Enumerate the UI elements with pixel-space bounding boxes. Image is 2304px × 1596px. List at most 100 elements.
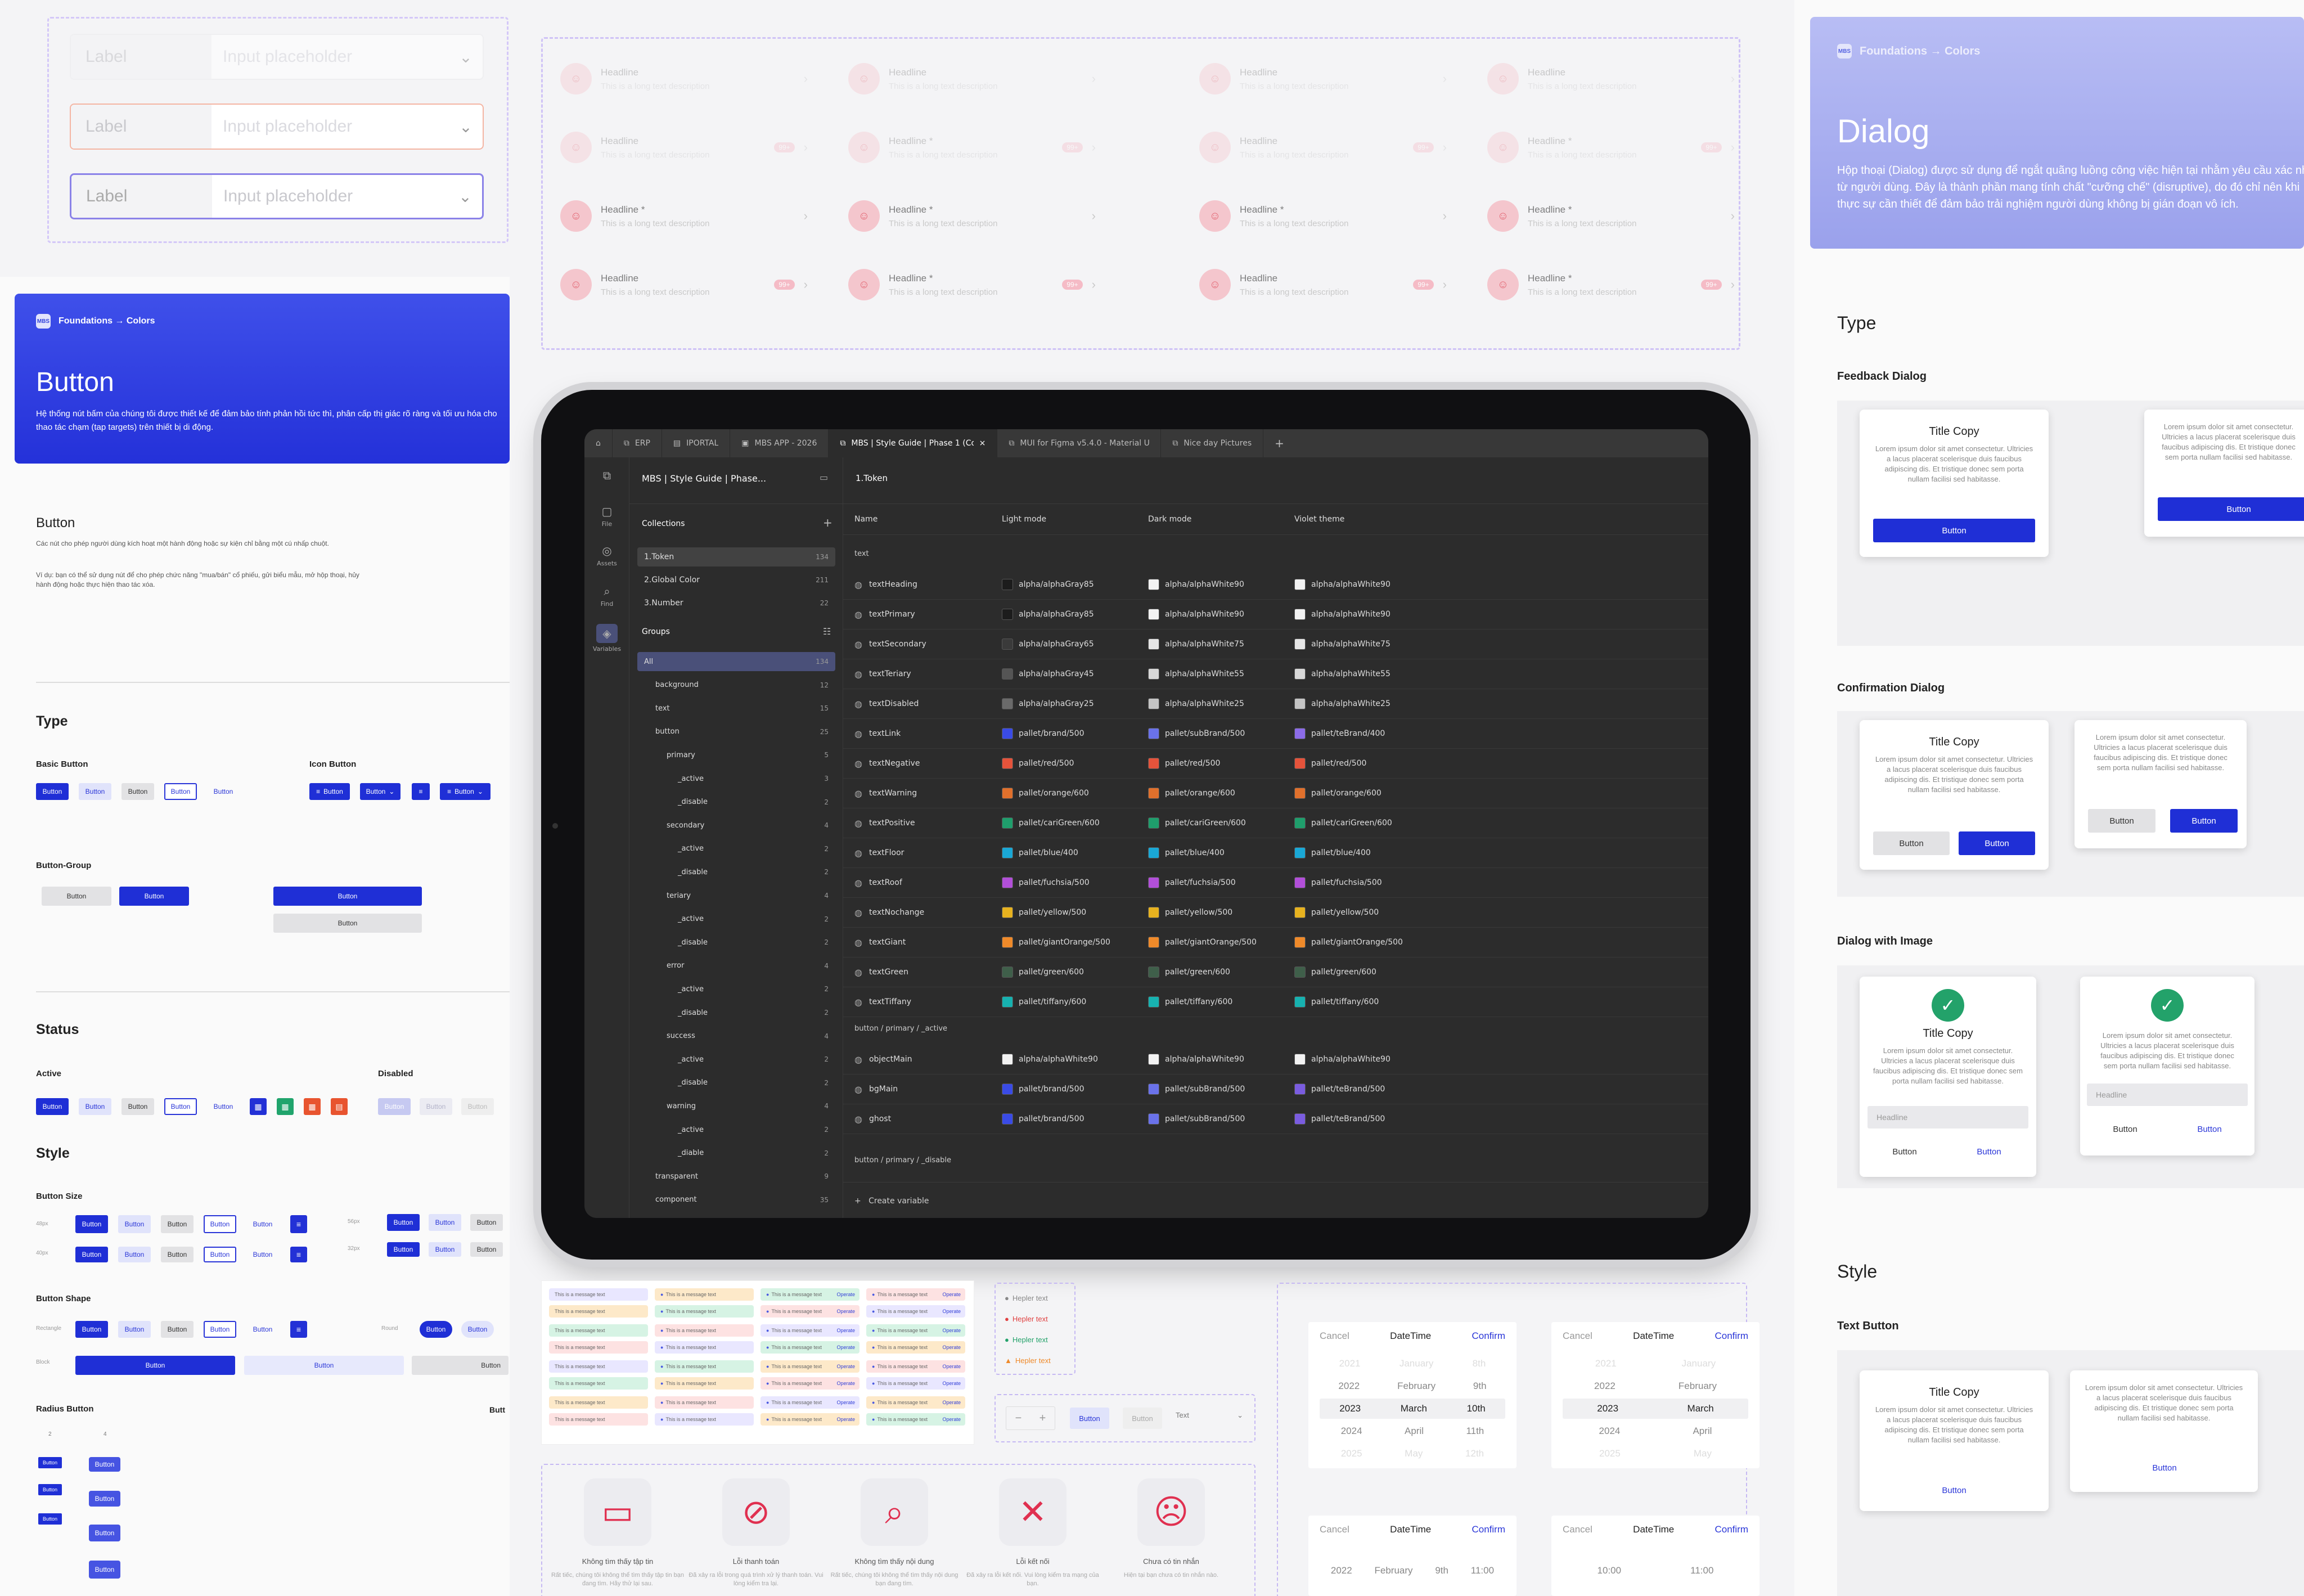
- group-item[interactable]: _active 2: [637, 839, 835, 858]
- picker-row[interactable]: 2021 January 8th: [1320, 1354, 1505, 1374]
- toast-message[interactable]: ● This is a message text Operate: [760, 1341, 860, 1354]
- variable-value-cell[interactable]: pallet/green/600: [1294, 966, 1376, 978]
- variable-row[interactable]: ◍ textFloor pallet/blue/400 pallet/blue/400…: [843, 838, 1708, 868]
- group-item[interactable]: warning 4: [637, 1096, 835, 1116]
- variable-value-cell[interactable]: pallet/red/500: [1294, 758, 1366, 769]
- picker-cancel-button[interactable]: Cancel: [1563, 1330, 1592, 1341]
- size-56-tertiary[interactable]: Button: [470, 1214, 503, 1231]
- group-item[interactable]: _disable 2: [637, 1073, 835, 1093]
- group-item[interactable]: _disable 2: [637, 793, 835, 812]
- variable-value-cell[interactable]: pallet/blue/400: [1148, 847, 1225, 858]
- variable-row[interactable]: ◍ textNegative pallet/red/500 pallet/red/50…: [843, 749, 1708, 779]
- list-item[interactable]: ☺ Headline This is a long text description…: [1487, 63, 1735, 95]
- file-tab[interactable]: ⧉ MBS | Style Guide | Phase 1 (Cop ×: [829, 429, 998, 457]
- variable-value-cell[interactable]: pallet/teBrand/500: [1294, 1113, 1385, 1125]
- shape-round-secondary[interactable]: Button: [461, 1321, 494, 1338]
- variable-value-cell[interactable]: alpha/alphaWhite75: [1294, 639, 1390, 650]
- variable-row[interactable]: ◍ textSecondary alpha/alphaGray65 alpha/alp…: [843, 630, 1708, 659]
- stepper-side-button[interactable]: Button: [1070, 1408, 1109, 1429]
- picker-row[interactable]: 10:00 11:00: [1563, 1561, 1748, 1581]
- toast-message[interactable]: ● This is a message text Operate: [866, 1396, 965, 1409]
- toast-action[interactable]: Operate: [942, 1400, 961, 1405]
- list-item[interactable]: ☺ Headline * This is a long text descripti…: [848, 132, 1096, 163]
- dialog-text-button[interactable]: Button: [2152, 1463, 2177, 1473]
- toast-message[interactable]: ● This is a message text: [655, 1360, 754, 1373]
- variable-value-cell[interactable]: alpha/alphaWhite25: [1148, 698, 1244, 709]
- variable-row[interactable]: ◍ textPrimary alpha/alphaGray85 alpha/alpha…: [843, 600, 1708, 630]
- shape-round-primary[interactable]: Button: [420, 1321, 452, 1338]
- list-item[interactable]: ☺ Headline * This is a long text descripti…: [848, 200, 1096, 232]
- size-56-primary[interactable]: Button: [387, 1214, 420, 1231]
- toast-action[interactable]: Operate: [836, 1345, 855, 1350]
- variable-row[interactable]: ◍ textNochange pallet/yellow/500 pallet/yel…: [843, 898, 1708, 928]
- dialog-confirm-button[interactable]: Button: [1959, 831, 2035, 855]
- variable-value-cell[interactable]: alpha/alphaGray85: [1002, 609, 1094, 620]
- toast-message[interactable]: ● This is a message text Operate: [760, 1377, 860, 1390]
- variable-row[interactable]: ◍ ghost pallet/brand/500 pallet/subBrand/50…: [843, 1104, 1708, 1134]
- block-secondary-button[interactable]: Button: [244, 1356, 404, 1375]
- group-item[interactable]: background 12: [637, 676, 835, 695]
- variable-row[interactable]: ◍ textRoof pallet/fuchsia/500 pallet/fuchsi…: [843, 868, 1708, 898]
- variable-value-cell[interactable]: pallet/fuchsia/500: [1002, 877, 1090, 888]
- toast-message[interactable]: ● This is a message text Operate: [760, 1396, 860, 1409]
- dialog-cancel-button[interactable]: Button: [2088, 809, 2156, 833]
- list-item[interactable]: ☺ Headline * This is a long text descripti…: [848, 269, 1096, 300]
- variable-value-cell[interactable]: pallet/giantOrange/500: [1294, 937, 1403, 948]
- outline-button[interactable]: Button: [164, 783, 197, 800]
- variable-row[interactable]: ◍ textGreen pallet/green/600 pallet/green/6…: [843, 957, 1708, 987]
- size-56-secondary[interactable]: Button: [429, 1214, 461, 1231]
- variable-value-cell[interactable]: pallet/tiffany/600: [1148, 996, 1232, 1008]
- group-button-primary-stacked[interactable]: Button: [273, 887, 422, 906]
- toast-message[interactable]: ● This is a message text Operate: [760, 1288, 860, 1301]
- variable-value-cell[interactable]: alpha/alphaWhite25: [1294, 698, 1390, 709]
- dialog-input-field[interactable]: Headline: [1868, 1106, 2028, 1129]
- figma-logo-icon[interactable]: ⧉: [602, 469, 611, 482]
- dialog-text-button[interactable]: Button: [1942, 1485, 1966, 1495]
- list-item[interactable]: ☺ Headline * This is a long text descripti…: [1487, 200, 1735, 232]
- variable-value-cell[interactable]: pallet/tiffany/600: [1002, 996, 1086, 1008]
- close-icon[interactable]: ×: [979, 439, 986, 448]
- variable-row[interactable]: ◍ textPositive pallet/cariGreen/600 pallet/…: [843, 808, 1708, 838]
- picker-confirm-button[interactable]: Confirm: [1714, 1524, 1748, 1535]
- variable-value-cell[interactable]: pallet/brand/500: [1002, 728, 1084, 739]
- variable-row[interactable]: ◍ textHeading alpha/alphaGray85 alpha/alpha…: [843, 570, 1708, 600]
- toast-action[interactable]: Operate: [942, 1309, 961, 1314]
- variable-value-cell[interactable]: pallet/subBrand/500: [1148, 1084, 1245, 1095]
- variable-value-cell[interactable]: alpha/alphaGray85: [1002, 579, 1094, 590]
- collection-item[interactable]: 1.Token 134: [637, 547, 835, 567]
- picker-cancel-button[interactable]: Cancel: [1563, 1524, 1592, 1535]
- list-item[interactable]: ☺ Headline * This is a long text descripti…: [1199, 200, 1447, 232]
- variable-value-cell[interactable]: pallet/orange/600: [1002, 788, 1089, 799]
- shape-rect-outline[interactable]: Button: [204, 1321, 236, 1338]
- dialog-cancel-button[interactable]: Button: [1873, 831, 1950, 855]
- file-tab[interactable]: ⧉ Nice day Pictures: [1161, 429, 1264, 457]
- group-button-tertiary[interactable]: Button: [42, 887, 111, 906]
- group-item[interactable]: success 4: [637, 1027, 835, 1046]
- picker-confirm-button[interactable]: Confirm: [1472, 1330, 1505, 1341]
- variable-value-cell[interactable]: pallet/orange/600: [1148, 788, 1235, 799]
- shape-rect-text[interactable]: Button: [253, 1325, 273, 1333]
- list-item[interactable]: ☺ Headline * This is a long text descripti…: [560, 200, 808, 232]
- variable-value-cell[interactable]: alpha/alphaGray25: [1002, 698, 1094, 709]
- picker-confirm-button[interactable]: Confirm: [1472, 1524, 1505, 1535]
- group-item[interactable]: _active 2: [637, 1050, 835, 1069]
- variable-value-cell[interactable]: pallet/yellow/500: [1002, 907, 1086, 918]
- dialog-primary-button[interactable]: Button: [1873, 519, 2035, 542]
- text-button[interactable]: Button: [213, 788, 233, 795]
- group-item[interactable]: _disable 2: [637, 1003, 835, 1022]
- toast-action[interactable]: Operate: [942, 1345, 961, 1350]
- radius-2-small-button[interactable]: Button: [38, 1484, 62, 1495]
- variable-value-cell[interactable]: pallet/green/600: [1002, 966, 1084, 978]
- variable-value-cell[interactable]: pallet/subBrand/500: [1148, 728, 1245, 739]
- variable-value-cell[interactable]: pallet/cariGreen/600: [1002, 817, 1100, 829]
- variable-value-cell[interactable]: pallet/brand/500: [1002, 1084, 1084, 1095]
- variable-value-cell[interactable]: pallet/green/600: [1148, 966, 1230, 978]
- toast-message[interactable]: ● This is a message text Operate: [760, 1360, 860, 1373]
- grid-icon[interactable]: ▦: [277, 1098, 294, 1115]
- radius-2-small-button[interactable]: Button: [38, 1457, 62, 1468]
- picker-row[interactable]: 2024 April: [1563, 1421, 1748, 1441]
- variable-value-cell[interactable]: alpha/alphaWhite90: [1148, 579, 1244, 590]
- breadcrumb[interactable]: MBS Foundations → Colors: [36, 314, 155, 329]
- icon-right-button[interactable]: Button ⌄: [360, 783, 400, 800]
- list-item[interactable]: ☺ Headline This is a long text description…: [560, 63, 808, 95]
